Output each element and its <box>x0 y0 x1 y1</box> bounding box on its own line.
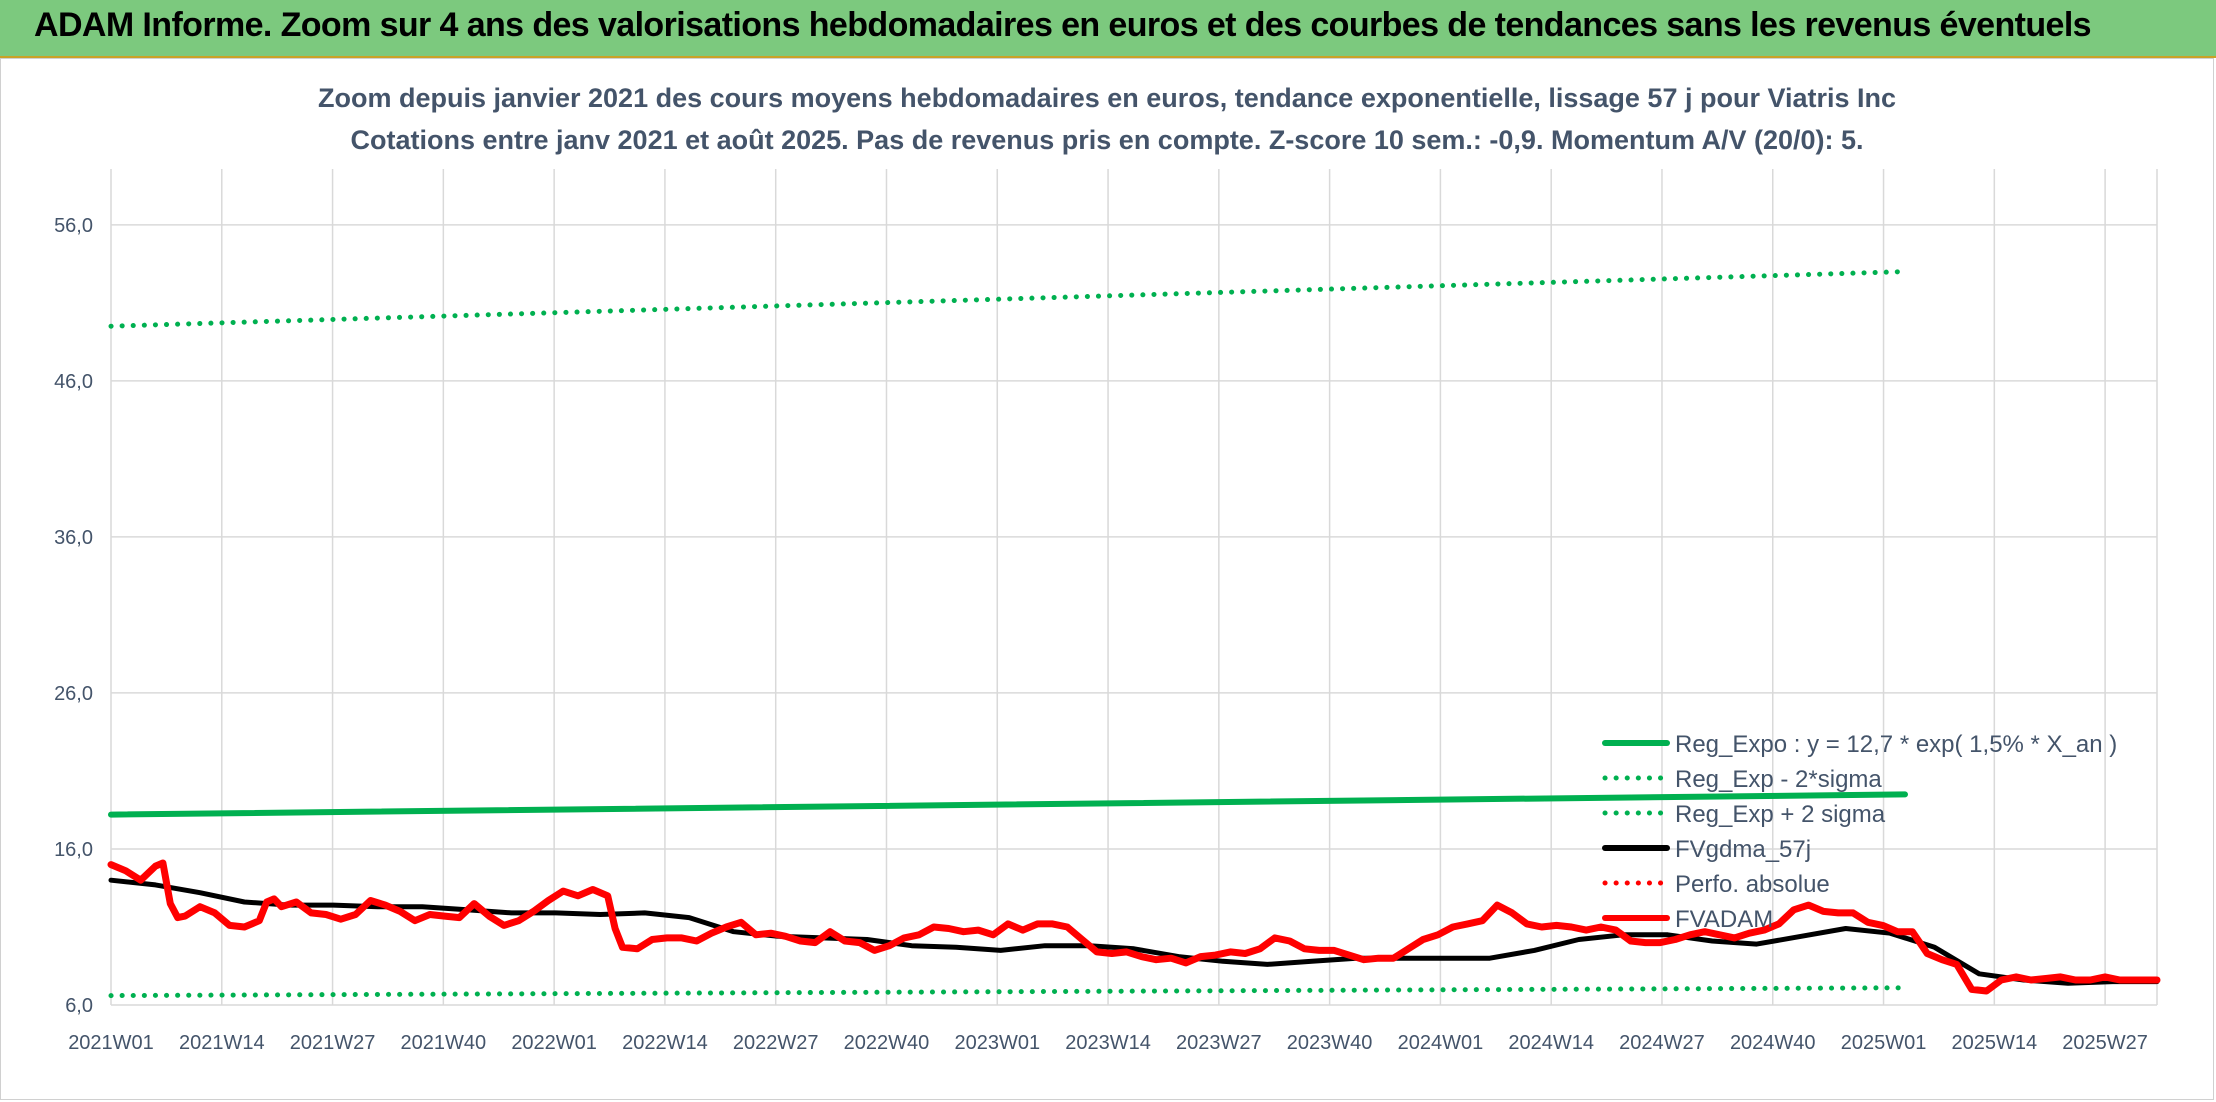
header-bar: ADAM Informe. Zoom sur 4 ans des valoris… <box>0 0 2216 58</box>
legend-entry: Reg_Exp + 2 sigma <box>1675 801 1886 828</box>
chart-title-line: Cotations entre janv 2021 et août 2025. … <box>350 125 1863 155</box>
y-tick-label: 16,0 <box>54 839 93 861</box>
legend-entry: Reg_Expo : y = 12,7 * exp( 1,5% * X_an ) <box>1675 731 2117 758</box>
y-tick-label: 6,0 <box>65 995 93 1017</box>
series-line-0 <box>108 791 1908 818</box>
x-tick-label: 2022W27 <box>733 1032 819 1054</box>
x-tick-label: 2024W14 <box>1508 1032 1594 1054</box>
series-line-1 <box>108 985 1908 999</box>
x-tick-label: 2023W01 <box>954 1032 1040 1054</box>
x-tick-label: 2021W40 <box>401 1032 487 1054</box>
x-tick-label: 2021W01 <box>68 1032 154 1054</box>
y-tick-label: 56,0 <box>54 215 93 237</box>
x-tick-label: 2023W14 <box>1065 1032 1151 1054</box>
series-line-5 <box>107 859 2161 995</box>
x-tick-label: 2023W27 <box>1176 1032 1262 1054</box>
series-line-3 <box>108 877 2160 986</box>
x-tick-label: 2023W40 <box>1287 1032 1373 1054</box>
x-tick-label: 2024W27 <box>1619 1032 1705 1054</box>
y-tick-label: 36,0 <box>54 527 93 549</box>
x-tick-label: 2021W27 <box>290 1032 376 1054</box>
x-tick-label: 2022W01 <box>511 1032 597 1054</box>
line-chart: Zoom depuis janvier 2021 des cours moyen… <box>54 83 2161 1054</box>
legend-entry: Reg_Exp - 2*sigma <box>1675 766 1882 793</box>
y-tick-label: 46,0 <box>54 371 93 393</box>
legend-entry: FVgdma_57j <box>1675 836 1811 863</box>
page-title: ADAM Informe. Zoom sur 4 ans des valoris… <box>34 6 2092 44</box>
x-tick-label: 2022W40 <box>844 1032 930 1054</box>
y-tick-label: 26,0 <box>54 683 93 705</box>
legend-entry: Perfo. absolue <box>1675 871 1830 898</box>
x-tick-label: 2024W01 <box>1398 1032 1484 1054</box>
x-tick-label: 2025W14 <box>1952 1032 2038 1054</box>
x-tick-label: 2021W14 <box>179 1032 265 1054</box>
series-line-2 <box>108 269 1908 329</box>
x-tick-label: 2025W27 <box>2062 1032 2148 1054</box>
legend-entry: FVADAM <box>1675 906 1773 933</box>
x-tick-label: 2022W14 <box>622 1032 708 1054</box>
x-tick-label: 2024W40 <box>1730 1032 1816 1054</box>
x-tick-label: 2025W01 <box>1841 1032 1927 1054</box>
chart-area: Zoom depuis janvier 2021 des cours moyen… <box>0 58 2214 1100</box>
chart-title-line: Zoom depuis janvier 2021 des cours moyen… <box>318 83 1896 113</box>
